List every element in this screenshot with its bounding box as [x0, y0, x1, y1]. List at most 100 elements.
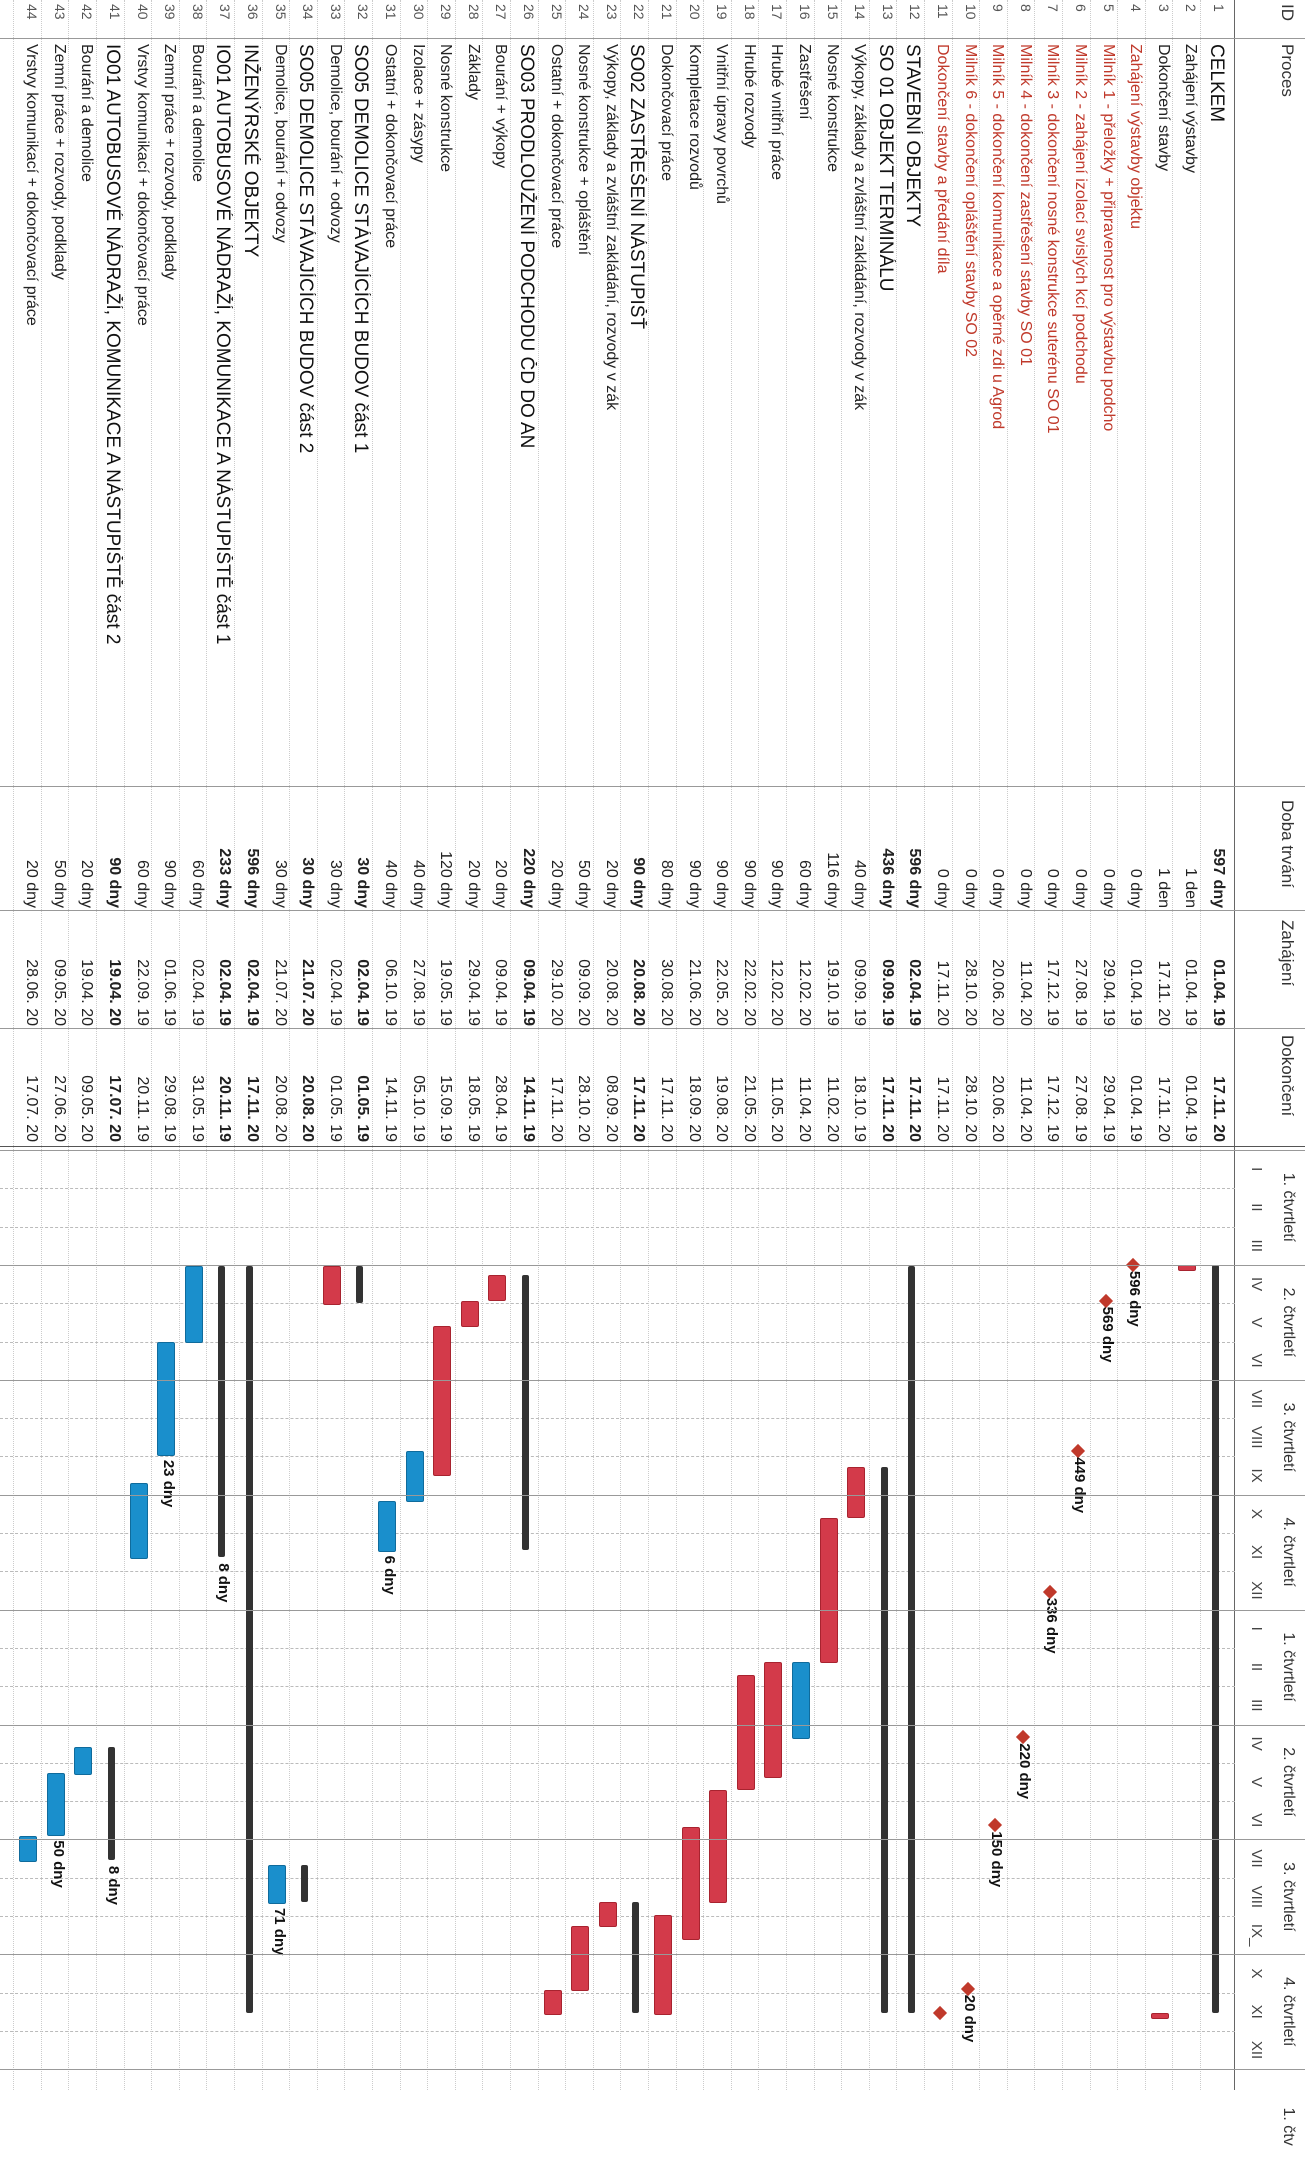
month-label: XI	[1248, 1993, 1265, 2031]
task-duration: 60 dny	[133, 790, 151, 908]
task-start: 27.08. 19	[1071, 914, 1089, 1026]
milestone-marker	[961, 1982, 975, 1996]
month-label: V	[1248, 1303, 1265, 1341]
task-bar	[847, 1467, 865, 1519]
row-id: 6	[1073, 4, 1089, 30]
task-end: 28.04. 19	[491, 1032, 509, 1142]
task-start: 27.08. 19	[409, 914, 427, 1026]
month-label: XII	[1248, 1571, 1265, 1609]
month-label: III	[1248, 1686, 1265, 1724]
task-start: 30.08. 20	[657, 914, 675, 1026]
task-start: 29.04. 19	[1099, 914, 1117, 1026]
quarter-label: 2. čtvrtletí	[1279, 1265, 1297, 1380]
month-label: X	[1248, 1495, 1265, 1533]
row-id: 27	[493, 4, 509, 30]
task-duration: 0 dny	[1071, 790, 1089, 908]
slack-label: 449 dny	[1071, 1457, 1088, 1513]
row-id: 25	[549, 4, 565, 30]
task-start: 19.04. 20	[77, 914, 95, 1026]
table-row: 21 Dokončovací práce 80 dny 30.08. 20 17.11.…	[648, 0, 678, 2090]
table-row: 43 Zemní práce + rozvody, podklady 50 dny 0…	[41, 0, 71, 2090]
table-row: 32 SO05 DEMOLICE STÁVAJÍCÍCH BUDOV část 1…	[344, 0, 374, 2090]
table-row: 5 Milník 1 - přeložky + připravenost pro …	[1090, 0, 1120, 2090]
task-bar	[764, 1662, 782, 1778]
col-duration-header: Doba trvání	[1277, 800, 1297, 888]
task-name: Milník 5 - dokončení komunikace a opěrné…	[988, 44, 1006, 784]
task-duration: 30 dny	[298, 790, 316, 908]
row-id: 41	[107, 4, 123, 30]
task-name: Výkopy, základy a zvláštní zakládání, ro…	[602, 44, 620, 784]
table-row: 6 Milník 2 - zahájení izolací svislých kc…	[1062, 0, 1092, 2090]
task-start: 11.04. 20	[1016, 914, 1034, 1026]
quarter-label: 3. čtvrtletí	[1279, 1839, 1297, 1954]
task-duration: 90 dny	[712, 790, 730, 908]
task-name: Bourání + výkopy	[491, 44, 509, 784]
task-name: Nosné konstrukce + opláštění	[574, 44, 592, 784]
row-id: 35	[273, 4, 289, 30]
task-duration: 90 dny	[105, 790, 123, 908]
month-label: XII	[1248, 2031, 1265, 2069]
task-start: 01.04. 19	[1126, 914, 1144, 1026]
table-row: 12 STAVEBNÍ OBJEKTY 596 dny 02.04. 19 17.11.…	[896, 0, 926, 2090]
quarter-divider	[0, 1495, 1305, 1496]
task-duration: 30 dny	[353, 790, 371, 908]
month-label: VII	[1248, 1839, 1265, 1877]
milestone-marker	[1043, 1585, 1057, 1599]
table-row: 4 Zahájení výstavby objektu 0 dny 01.04. 19…	[1117, 0, 1147, 2090]
task-start: 20.08. 20	[602, 914, 620, 1026]
task-duration: 1 den	[1154, 790, 1172, 908]
task-duration: 597 dny	[1209, 790, 1227, 908]
row-id: 39	[162, 4, 178, 30]
task-duration: 596 dny	[243, 790, 261, 908]
row-id: 38	[190, 4, 206, 30]
task-start: 17.12. 19	[1043, 914, 1061, 1026]
task-start: 19.10. 19	[823, 914, 841, 1026]
row-id: 24	[576, 4, 592, 30]
task-duration: 40 dny	[381, 790, 399, 908]
task-bar	[47, 1773, 65, 1836]
table-row: 29 Nosné konstrukce 120 dny 19.05. 19 15.09.…	[427, 0, 457, 2090]
month-label: IV	[1248, 1725, 1265, 1763]
table-row: 31 Ostatní + dokončovací práce 40 dny 06.10…	[372, 0, 402, 2090]
row-id: 33	[328, 4, 344, 30]
row-id: 13	[880, 4, 896, 30]
task-name: Nosné konstrukce	[436, 44, 454, 784]
summary-bar	[522, 1275, 529, 1549]
task-end: 01.05. 19	[353, 1032, 371, 1142]
month-label: IV	[1248, 1265, 1265, 1303]
month-label: I	[1248, 1150, 1265, 1188]
task-duration: 0 dny	[1126, 790, 1144, 908]
task-name: SO03 PRODLOUŽENÍ PODCHODU ČD DO AN	[515, 44, 537, 784]
task-duration: 1 den	[1181, 790, 1199, 908]
task-name: Demolice, bourání + odvozy	[271, 44, 289, 784]
month-label: IX_	[1248, 1916, 1265, 1954]
quarter-label: 4. čtvrtletí	[1279, 1495, 1297, 1610]
task-bar	[323, 1266, 341, 1305]
row-id: 21	[659, 4, 675, 30]
task-end: 17.11. 20	[243, 1032, 261, 1142]
task-name: Milník 3 - dokončení nosné konstrukce su…	[1043, 44, 1061, 784]
summary-bar	[218, 1266, 225, 1557]
task-duration: 90 dny	[767, 790, 785, 908]
task-end: 17.11. 20	[657, 1032, 675, 1142]
task-bar	[792, 1662, 810, 1739]
quarter-label: 1. čtvrtletí	[1279, 1610, 1297, 1725]
task-duration: 20 dny	[77, 790, 95, 908]
task-bar	[488, 1275, 506, 1301]
task-bar	[185, 1266, 203, 1343]
task-name: Milník 1 - přeložky + připravenost pro v…	[1099, 44, 1117, 784]
task-duration: 0 dny	[961, 790, 979, 908]
task-duration: 20 dny	[22, 790, 40, 908]
task-start: 09.09. 20	[574, 914, 592, 1026]
task-duration: 120 dny	[436, 790, 454, 908]
row-id: 12	[907, 4, 923, 30]
task-bar	[74, 1747, 92, 1775]
task-bar	[378, 1501, 396, 1552]
task-name: INŽENÝRSKÉ OBJEKTY	[239, 44, 261, 784]
table-row: 33 Demolice, bourání + odvozy 30 dny 02.04.…	[317, 0, 347, 2090]
task-end: 14.11. 19	[381, 1032, 399, 1142]
task-end: 17.11. 20	[1154, 1032, 1172, 1142]
month-label: XI	[1248, 1533, 1265, 1571]
row-id: 19	[714, 4, 730, 30]
row-id: 28	[466, 4, 482, 30]
